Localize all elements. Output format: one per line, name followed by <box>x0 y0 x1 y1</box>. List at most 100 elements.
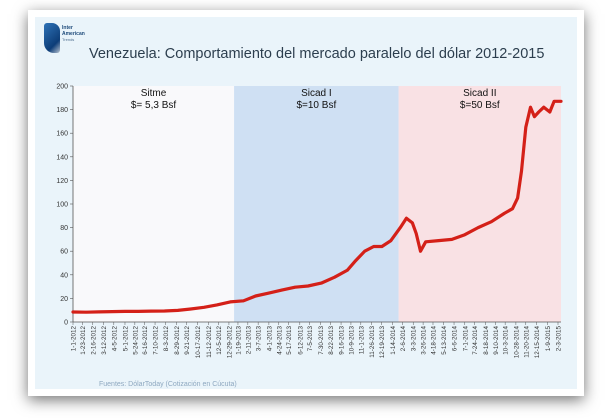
data-point <box>419 249 422 253</box>
x-tick-label: 10-28-2014 <box>513 326 520 359</box>
inter-american-trends-logo: Inter American Trends <box>44 23 104 59</box>
data-point <box>163 309 166 313</box>
x-tick-label: 7-30-2013 <box>318 326 325 355</box>
data-point <box>476 226 480 229</box>
x-tick-label: 6-6-2014 <box>452 326 459 352</box>
x-tick-label: 8-3-2012 <box>163 326 170 352</box>
exchange-rate-chart: Sitme$= 5,3 Bsf Sicad I$=10 Bsf Sicad II$=… <box>56 84 563 359</box>
region-rate-1: $= 5,3 Bsf <box>131 100 177 111</box>
data-point <box>202 306 206 309</box>
x-tick-label: 9-10-2014 <box>493 326 500 355</box>
series-line-dolar-paralelo <box>71 99 563 314</box>
x-tick-label: 8-22-2013 <box>328 326 335 355</box>
x-tick-label: 2-11-2013 <box>245 326 252 355</box>
x-tick-label: 11-26-2013 <box>369 326 376 358</box>
data-point <box>389 239 393 242</box>
x-tick-label: 12-29-2012 <box>226 326 233 359</box>
data-point <box>520 169 523 173</box>
region-name-2: Sicad I <box>301 88 332 99</box>
region-rate-2: $=10 Bsf <box>296 100 336 111</box>
x-tick-label: 10-17-2012 <box>195 326 202 359</box>
x-tick-label: 5-24-2012 <box>132 326 139 355</box>
x-tick-label: 4-24-2013 <box>276 326 283 355</box>
data-point <box>529 105 532 109</box>
data-point <box>542 105 546 109</box>
data-point <box>552 100 556 103</box>
data-point <box>372 245 376 248</box>
data-point <box>437 239 440 242</box>
x-tick-label: 11-20-2014 <box>523 326 530 358</box>
x-tick-label: 7-24-2014 <box>472 326 479 355</box>
data-point <box>537 110 540 114</box>
x-tick-label: 3-7-2013 <box>256 326 263 352</box>
x-tick-label: 6-12-2013 <box>297 326 304 355</box>
x-tick-label: 9-16-2013 <box>339 326 346 355</box>
data-point <box>511 207 514 210</box>
logo-text: Inter American Trends <box>62 25 85 42</box>
logo-mark-icon <box>44 23 60 53</box>
data-point <box>97 310 101 314</box>
x-tick-label: 12-15-2014 <box>534 326 541 359</box>
region-rate-3: $=50 Bsf <box>460 100 500 111</box>
x-tick-label: 7-5-2013 <box>307 326 314 352</box>
x-tick-label: 2-16-2012 <box>90 326 97 355</box>
x-tick-label: 1-14-2014 <box>390 326 397 355</box>
x-tick-label: 7-1-2014 <box>462 326 469 352</box>
y-tick-label: 0 <box>64 320 68 327</box>
x-tick-label: 2-3-2015 <box>555 326 562 352</box>
data-point <box>414 232 418 235</box>
x-tick-label: 5-1-2012 <box>122 326 129 352</box>
y-tick-label: 180 <box>56 107 68 114</box>
region-band-1 <box>73 86 235 322</box>
x-tick-label: 11-1-2013 <box>358 326 365 355</box>
chart-title: Venezuela: Comportamiento del mercado pa… <box>89 46 545 62</box>
region-band-3 <box>398 86 561 322</box>
region-name-3: Sicad II <box>463 88 496 99</box>
data-point <box>463 233 467 236</box>
x-tick-label: 3-12-2012 <box>101 326 108 355</box>
data-point <box>293 285 297 289</box>
x-tick-label: 4-5-2012 <box>111 326 118 352</box>
y-tick-label: 20 <box>60 296 68 303</box>
x-tick-label: 4-18-2014 <box>430 326 437 355</box>
data-point <box>110 310 114 313</box>
data-point <box>524 126 528 129</box>
x-tick-label: 7-10-2012 <box>153 326 160 355</box>
x-tick-label: 5-13-2014 <box>441 326 448 355</box>
chart-slide: Inter American Trends Venezuela: Comport… <box>35 17 577 389</box>
y-tick-label: 100 <box>56 202 68 209</box>
source-note: Fuentes: DólarToday (Cotización en Cúcut… <box>99 381 237 388</box>
data-point <box>346 268 349 272</box>
data-point <box>533 115 536 118</box>
y-tick-label: 40 <box>60 272 68 279</box>
data-point <box>228 300 232 304</box>
y-tick-label: 120 <box>56 178 68 185</box>
x-tick-label: 1-19-2013 <box>235 326 242 355</box>
x-tick-label: 1-1-2012 <box>71 326 78 352</box>
x-tick-label: 10-9-2013 <box>348 326 355 355</box>
data-point <box>85 310 88 314</box>
data-point <box>405 216 408 220</box>
data-point <box>189 307 192 311</box>
data-point <box>280 288 284 292</box>
data-point <box>399 226 402 229</box>
data-point <box>516 196 519 200</box>
data-point <box>354 259 358 262</box>
y-tick-label: 160 <box>56 131 68 138</box>
y-tick-label: 200 <box>56 84 68 91</box>
data-point <box>548 110 552 114</box>
x-tick-label: 9-21-2012 <box>184 326 191 355</box>
data-point <box>242 299 245 303</box>
data-point <box>380 245 384 248</box>
y-tick-label: 140 <box>56 154 68 161</box>
x-tick-label: 12-5-2012 <box>216 326 223 355</box>
y-tick-label: 60 <box>60 249 68 256</box>
x-tick-label: 1-9-2015 <box>545 326 552 352</box>
data-point <box>149 309 153 313</box>
region-name-1: Sitme <box>141 88 167 99</box>
data-point <box>320 281 323 285</box>
x-tick-label: 10-3-2014 <box>503 326 510 355</box>
data-point <box>490 220 493 223</box>
data-point <box>215 303 219 307</box>
data-point <box>267 291 271 295</box>
